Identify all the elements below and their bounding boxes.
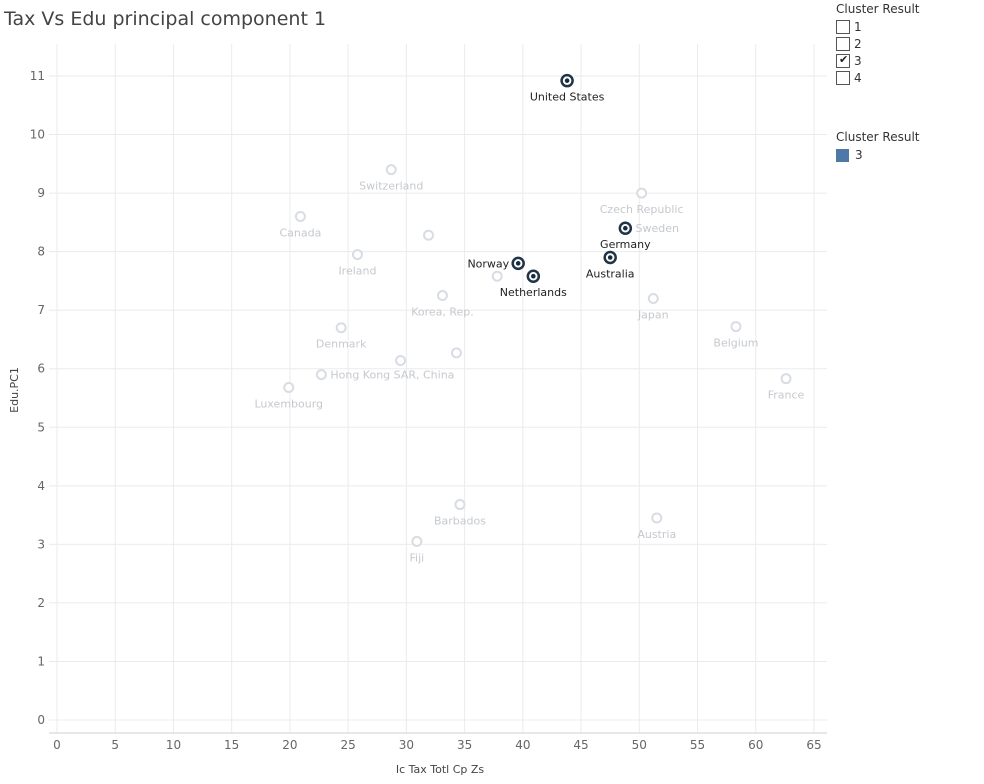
data-label: Germany — [600, 238, 651, 251]
data-point — [351, 249, 363, 261]
data-label: Luxembourg — [254, 397, 323, 410]
y-tick-label: 2 — [37, 596, 45, 610]
data-point — [450, 347, 462, 359]
data-label: Switzerland — [359, 180, 423, 193]
data-label: Australia — [586, 267, 635, 280]
data-label: Austria — [637, 528, 676, 541]
data-point — [395, 355, 407, 367]
y-tick-label: 7 — [37, 303, 45, 317]
data-label: Ireland — [338, 265, 376, 278]
data-point-core — [515, 261, 521, 266]
data-label: Barbados — [434, 515, 486, 528]
cluster-filter-option-label: 4 — [854, 70, 862, 85]
data-point — [491, 270, 503, 282]
y-tick-label: 9 — [37, 186, 45, 200]
cluster-filter: Cluster Result 1 2 3 4 — [836, 2, 919, 86]
data-point — [315, 369, 327, 381]
data-point — [436, 290, 448, 302]
x-tick-label: 5 — [111, 738, 119, 752]
data-label: Norway — [467, 257, 509, 270]
cluster-filter-option-label: 1 — [854, 19, 862, 34]
x-tick-label: 65 — [806, 738, 821, 752]
data-point-core — [607, 255, 613, 260]
data-label: Fiji — [410, 551, 425, 564]
color-legend: Cluster Result 3 — [836, 130, 919, 162]
checkbox[interactable] — [836, 53, 850, 68]
data-label: United States — [530, 91, 605, 104]
data-label: Czech Republic — [600, 203, 684, 216]
cluster-filter-option-label: 3 — [854, 53, 862, 68]
data-point-core — [531, 273, 536, 279]
data-label: Denmark — [316, 338, 367, 351]
y-tick-label: 6 — [37, 362, 45, 376]
data-point — [411, 535, 423, 547]
data-point — [730, 321, 742, 333]
cluster-filter-list: 1 2 3 4 — [836, 18, 919, 86]
x-tick-label: 25 — [341, 738, 356, 752]
data-label: Sweden — [635, 222, 678, 235]
x-tick-label: 0 — [53, 738, 61, 752]
data-point — [294, 211, 306, 223]
data-point — [283, 381, 295, 393]
data-label: Hong Kong SAR, China — [330, 369, 454, 382]
x-tick-label: 20 — [282, 738, 297, 752]
cluster-filter-option-label: 2 — [854, 36, 862, 51]
x-tick-label: 30 — [399, 738, 414, 752]
y-tick-label: 3 — [37, 537, 45, 551]
checkbox[interactable] — [836, 36, 850, 51]
cluster-filter-option-3[interactable]: 3 — [836, 52, 919, 69]
y-tick-label: 1 — [37, 654, 45, 668]
x-axis-label: Ic Tax Totl Cp Zs — [396, 763, 485, 776]
chart-title: Tax Vs Edu principal component 1 — [4, 8, 327, 30]
x-tick-label: 50 — [632, 738, 647, 752]
x-tick-label: 40 — [515, 738, 530, 752]
data-label: Korea, Rep. — [411, 306, 474, 319]
data-point — [385, 164, 397, 176]
cluster-filter-option-1[interactable]: 1 — [836, 18, 919, 35]
data-point — [454, 499, 466, 511]
x-tick-label: 45 — [573, 738, 588, 752]
y-tick-label: 8 — [37, 245, 45, 259]
y-tick-label: 10 — [30, 128, 45, 142]
data-label: Canada — [279, 227, 321, 240]
y-axis-label: Edu.PC1 — [8, 367, 21, 413]
legend-item[interactable]: 3 — [836, 148, 919, 162]
cluster-filter-title: Cluster Result — [836, 2, 920, 16]
data-label: France — [768, 389, 805, 402]
x-tick-label: 55 — [690, 738, 705, 752]
data-label: Belgium — [713, 337, 758, 350]
data-point — [651, 512, 663, 524]
legend-list: 3 — [836, 148, 919, 162]
y-tick-label: 4 — [37, 479, 45, 493]
y-tick-label: 5 — [37, 420, 45, 434]
data-point-core — [623, 225, 628, 231]
cluster-filter-option-4[interactable]: 4 — [836, 69, 919, 86]
checkbox[interactable] — [836, 70, 850, 85]
x-tick-label: 60 — [748, 738, 763, 752]
y-tick-label: 0 — [37, 713, 45, 727]
data-point — [647, 292, 659, 304]
data-label: Japan — [637, 308, 669, 321]
data-point — [335, 322, 347, 334]
y-tick-label: 11 — [30, 69, 45, 83]
data-point — [780, 373, 792, 385]
cluster-filter-option-2[interactable]: 2 — [836, 35, 919, 52]
data-label: Netherlands — [500, 286, 567, 299]
x-tick-label: 10 — [166, 738, 181, 752]
legend-label: 3 — [855, 148, 863, 162]
data-point-core — [564, 78, 570, 83]
data-point — [423, 229, 435, 241]
data-point — [636, 187, 648, 199]
checkbox[interactable] — [836, 19, 850, 34]
x-tick-label: 15 — [224, 738, 239, 752]
legend-swatch — [836, 148, 849, 162]
x-tick-label: 35 — [457, 738, 472, 752]
legend-title: Cluster Result — [836, 130, 920, 144]
